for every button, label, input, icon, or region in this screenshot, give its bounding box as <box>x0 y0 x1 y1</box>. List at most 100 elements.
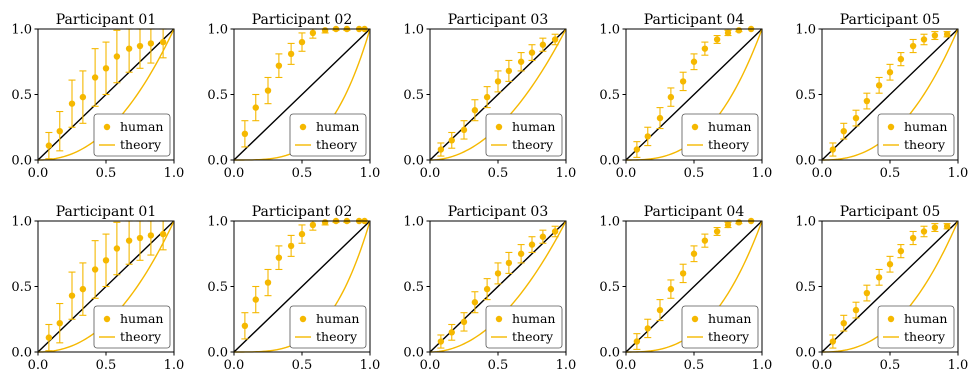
legend-human-label: human <box>316 119 359 134</box>
legend-human-marker <box>495 123 503 131</box>
human-point <box>471 107 479 114</box>
subplot-10: Participant 05 0.0 0.5 1.0 0.0 0.5 1.0 human the… <box>795 204 968 373</box>
subplot-title: Participant 02 <box>252 12 352 28</box>
human-point <box>309 29 317 37</box>
human-point <box>505 259 513 267</box>
x-tick-label: 0.0 <box>420 358 441 373</box>
human-point <box>241 322 249 329</box>
subplot-title: Participant 04 <box>644 12 745 28</box>
subplot-8: Participant 03 0.0 0.5 1.0 0.0 0.5 1.0 human the… <box>403 204 576 373</box>
x-tick-label: 0.5 <box>292 166 313 181</box>
legend: human theory <box>877 305 955 349</box>
x-tick-label: 1.0 <box>948 358 969 373</box>
human-point <box>920 36 928 43</box>
legend-human-label: human <box>904 119 947 134</box>
human-point <box>252 104 259 111</box>
human-point <box>275 62 283 69</box>
y-tick-label: 1.0 <box>599 23 620 38</box>
legend-theory-label: theory <box>708 329 750 344</box>
subplot-title: Participant 04 <box>644 204 745 220</box>
legend-human-marker <box>299 123 307 131</box>
human-point <box>875 274 883 281</box>
legend-human-label: human <box>120 119 163 134</box>
y-tick-label: 0.5 <box>11 88 32 103</box>
human-point <box>298 230 306 238</box>
y-tick-label: 0.0 <box>795 154 816 169</box>
human-point <box>528 49 536 56</box>
x-tick-label: 0.5 <box>488 358 509 373</box>
human-point <box>125 45 133 52</box>
human-point <box>102 65 110 72</box>
y-tick-label: 0.0 <box>207 346 228 361</box>
human-point <box>517 58 525 65</box>
y-tick-label: 0.0 <box>207 154 228 169</box>
human-point <box>909 234 917 242</box>
human-point <box>528 241 536 248</box>
legend: human theory <box>681 113 759 157</box>
y-tick-label: 1.0 <box>599 215 620 230</box>
human-point <box>113 245 121 252</box>
subplot-3: Participant 03 0.0 0.5 1.0 0.0 0.5 1.0 human the… <box>403 12 576 181</box>
legend-human-label: human <box>708 311 751 326</box>
human-point <box>713 228 721 235</box>
human-point <box>45 142 53 149</box>
x-tick-label: 0.0 <box>224 166 245 181</box>
human-point <box>690 250 698 257</box>
legend-theory-label: theory <box>316 329 358 344</box>
legend: human theory <box>681 305 759 349</box>
x-tick-label: 0.0 <box>28 358 49 373</box>
legend: human theory <box>289 305 367 349</box>
human-point <box>448 329 455 336</box>
human-point <box>68 292 76 299</box>
diagonal-line <box>821 220 959 353</box>
human-point <box>460 318 468 326</box>
human-point <box>79 93 87 101</box>
x-tick-label: 1.0 <box>164 358 185 373</box>
x-tick-label: 0.5 <box>488 166 509 181</box>
legend-theory-label: theory <box>512 329 554 344</box>
subplot-title: Participant 01 <box>56 12 156 28</box>
legend-theory-label: theory <box>316 137 358 152</box>
human-point <box>852 306 860 314</box>
y-tick-label: 1.0 <box>207 215 228 230</box>
subplot-5: Participant 05 0.0 0.5 1.0 0.0 0.5 1.0 human the… <box>795 12 968 181</box>
human-point <box>483 93 491 101</box>
y-tick-label: 1.0 <box>795 23 816 38</box>
human-point <box>147 232 155 239</box>
subplot-6: Participant 01 0.0 0.5 1.0 0.0 0.5 1.0 human the… <box>11 204 184 373</box>
legend: human theory <box>93 113 171 157</box>
human-point <box>724 221 732 229</box>
y-tick-label: 1.0 <box>11 215 32 230</box>
human-point <box>667 285 675 293</box>
x-tick-label: 1.0 <box>164 166 185 181</box>
human-point <box>735 27 743 34</box>
human-point <box>551 36 559 43</box>
y-tick-label: 0.5 <box>599 88 620 103</box>
y-tick-label: 0.0 <box>403 346 424 361</box>
legend-human-marker <box>887 315 895 323</box>
human-point <box>287 242 295 250</box>
human-point <box>897 247 905 255</box>
y-tick-label: 0.5 <box>403 88 424 103</box>
x-tick-label: 1.0 <box>556 358 577 373</box>
human-point <box>852 114 860 122</box>
human-point <box>91 266 99 273</box>
human-point <box>241 130 249 137</box>
legend: human theory <box>485 113 563 157</box>
human-point <box>735 219 743 226</box>
human-point <box>679 78 687 85</box>
legend-human-marker <box>299 315 307 323</box>
x-tick-label: 1.0 <box>360 358 381 373</box>
x-tick-label: 0.0 <box>616 358 637 373</box>
human-point <box>539 233 547 240</box>
x-tick-label: 0.5 <box>880 358 901 373</box>
human-point <box>147 40 155 47</box>
human-point <box>886 261 894 268</box>
human-point <box>644 133 651 140</box>
human-point <box>275 254 283 261</box>
x-tick-label: 1.0 <box>948 166 969 181</box>
human-point <box>471 299 479 306</box>
human-point <box>644 325 651 332</box>
human-point <box>690 58 698 65</box>
